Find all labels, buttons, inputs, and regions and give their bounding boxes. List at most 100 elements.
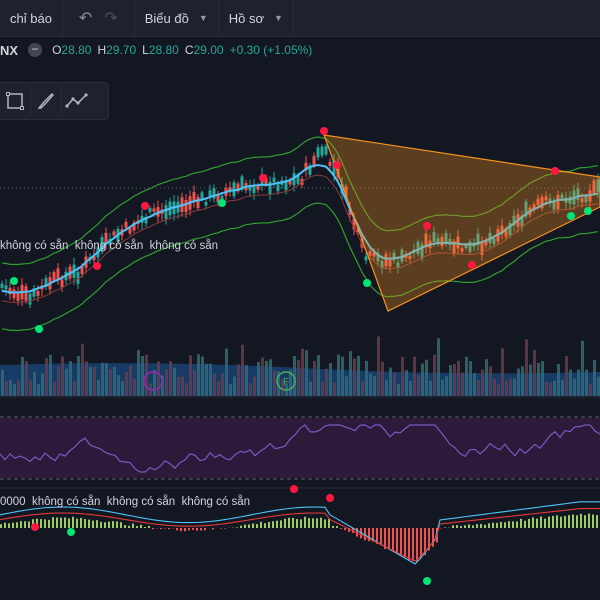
volume-bar [297, 359, 300, 396]
macd-bar [532, 517, 534, 528]
volume-bar [45, 357, 48, 396]
macd-bar [384, 528, 386, 549]
toolbar-divider [292, 0, 294, 36]
macd-bar [168, 528, 170, 530]
candle-body [44, 278, 48, 287]
event-marker[interactable] [143, 371, 163, 391]
rectangle-icon [6, 92, 24, 110]
volume-bar [361, 380, 364, 396]
candle-body [584, 196, 588, 203]
collapse-icon[interactable]: − [28, 43, 43, 57]
top-toolbar: chỉ báo ↶ ↷ Biểu đồ ▼ Hồ sơ ▼ [0, 0, 600, 37]
candle-body [164, 205, 168, 220]
path-tool[interactable] [62, 86, 92, 116]
candle-body [208, 190, 212, 197]
undo-icon[interactable]: ↶ [78, 10, 93, 27]
volume-bar [121, 381, 124, 396]
candle-body [76, 271, 80, 284]
macd-bar [64, 517, 66, 528]
volume-bar [533, 349, 536, 396]
profile-menu-button[interactable]: Hồ sơ ▼ [219, 0, 293, 36]
macd-bar [412, 528, 414, 562]
candle-body [332, 160, 336, 176]
candle-body [228, 187, 232, 191]
chart-menu-button[interactable]: Biểu đồ ▼ [135, 0, 218, 36]
volume-bar [321, 381, 324, 396]
volume-bar [489, 366, 492, 396]
volume-bar [229, 383, 232, 396]
slow-ma-line [1, 174, 599, 303]
volume-bar [449, 365, 452, 396]
macd-bar [152, 528, 154, 530]
rectangle-tool[interactable] [0, 86, 30, 116]
macd-bar [588, 513, 590, 528]
volume-bar [409, 380, 412, 396]
volume-bar [81, 343, 84, 396]
sell-signal-dot [326, 494, 334, 502]
volume-bar [393, 373, 396, 396]
macd-bar [272, 521, 274, 528]
low-value: 28.80 [148, 43, 179, 57]
macd-bar [284, 518, 286, 528]
candle-body [424, 233, 428, 248]
volume-bar [357, 355, 360, 396]
macd-bar [476, 524, 478, 528]
redo-icon[interactable]: ↷ [104, 10, 118, 27]
volume-bar [389, 367, 392, 396]
indicators-button[interactable]: chỉ báo [0, 0, 62, 36]
candle-body [256, 185, 260, 190]
macd-bar [20, 521, 22, 528]
macd-bar [540, 516, 542, 528]
volume-bar [289, 369, 292, 396]
sell-signal-dot [551, 167, 559, 175]
triangle-pattern[interactable] [323, 134, 600, 312]
candle-body [460, 248, 464, 252]
volume-bar [437, 338, 440, 396]
candle-body [400, 249, 404, 262]
volume-bar [177, 376, 180, 396]
buy-signal-dot [35, 325, 43, 333]
candle-body [580, 198, 584, 203]
macd-bar [100, 521, 102, 528]
volume-bar [109, 368, 112, 396]
macd-bar [520, 518, 522, 528]
buy-signal-dot [363, 279, 371, 287]
macd-bar [204, 528, 206, 531]
volume-bar [517, 368, 520, 396]
candle-body [448, 238, 452, 245]
macd-bar [236, 527, 238, 528]
macd-bar [276, 520, 278, 528]
volume-bar [257, 361, 260, 396]
symbol-name[interactable]: NX [0, 42, 19, 58]
candle-body [404, 254, 408, 258]
volume-bar [277, 371, 280, 396]
event-marker[interactable] [276, 371, 296, 391]
volume-bar [589, 383, 592, 396]
buy-signal-dot [67, 528, 75, 536]
candle-body [372, 252, 376, 257]
volume-bar [381, 361, 384, 396]
macd-histogram [0, 485, 600, 585]
macd-bar [184, 528, 186, 532]
brush-tool[interactable] [31, 86, 61, 116]
candle-body [544, 196, 548, 201]
candle-body [520, 215, 524, 227]
volume-bar [21, 356, 24, 396]
candle-body [312, 156, 316, 165]
rsi-line [0, 424, 600, 473]
candle-body [220, 196, 224, 201]
macd-bar [400, 528, 402, 556]
macd-bar [260, 521, 262, 528]
volume-bar [25, 361, 28, 396]
macd-bar [148, 525, 150, 528]
volume-bar [417, 375, 420, 396]
macd-bar [124, 524, 126, 528]
candle-body [100, 237, 104, 251]
macd-bar [500, 521, 502, 528]
macd-bar [0, 524, 2, 528]
volume-bar [201, 356, 204, 396]
volume-bar [49, 354, 52, 396]
path-icon [65, 93, 88, 108]
macd-bar [480, 524, 482, 528]
